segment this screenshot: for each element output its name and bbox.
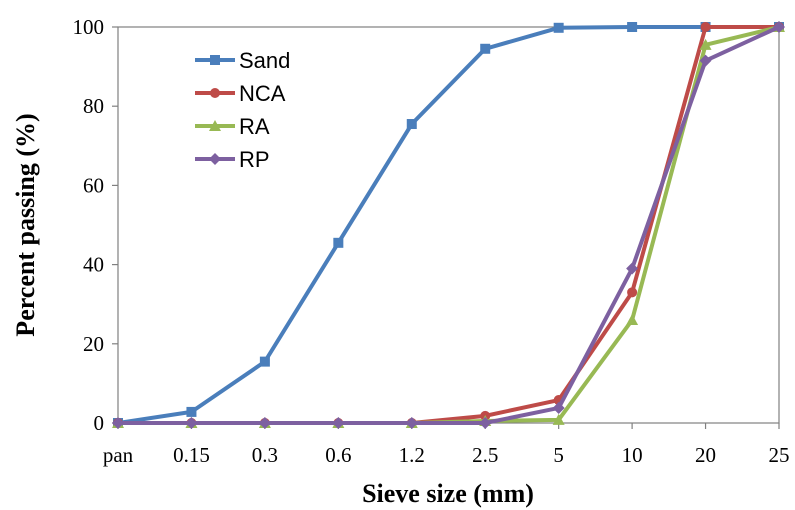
- data-point-ra: [626, 314, 639, 326]
- x-tick-label: 5: [553, 443, 564, 467]
- data-point-rp: [479, 417, 492, 429]
- series-line-rp: [116, 25, 781, 425]
- data-point-rp: [626, 262, 639, 275]
- data-point-nca: [627, 287, 638, 298]
- data-point-sand: [259, 356, 270, 367]
- series-sand: [113, 22, 784, 428]
- x-tick-label: 0.6: [325, 443, 351, 467]
- x-tick-label: 1.2: [399, 443, 425, 467]
- legend-label: NCA: [239, 81, 286, 106]
- data-point-rp: [773, 21, 785, 33]
- data-point-ra: [552, 413, 565, 425]
- legend-item-rp: RP: [195, 147, 270, 172]
- series-ra: [112, 21, 785, 428]
- legend-item-ra: RA: [195, 114, 270, 139]
- legend-marker: [210, 55, 220, 65]
- series-nca: [113, 22, 784, 428]
- data-point-rp: [185, 417, 198, 429]
- x-tick-label: 0.15: [173, 443, 210, 467]
- x-axis-ticks: pan 0.15 0.3 0.6 1.2 2.5 5 10 20 25: [103, 423, 790, 467]
- data-point-sand: [186, 406, 197, 417]
- x-tick-label: 20: [695, 443, 716, 467]
- legend-label: RA: [239, 114, 270, 139]
- legend-marker: [209, 153, 221, 165]
- y-tick-label: 80: [83, 94, 104, 118]
- y-tick-label: 100: [73, 15, 105, 39]
- legend-label: RP: [239, 147, 270, 172]
- legend-marker: [209, 120, 221, 131]
- x-tick-label: 2.5: [472, 443, 498, 467]
- legend-marker: [210, 88, 220, 98]
- y-tick-label: 60: [83, 173, 104, 197]
- legend-item-nca: NCA: [195, 81, 286, 106]
- data-point-sand: [480, 43, 491, 54]
- data-point-rp: [405, 417, 418, 429]
- data-point-rp: [552, 401, 565, 414]
- x-axis-title: Sieve size (mm): [362, 479, 534, 508]
- series-layer: [112, 21, 785, 429]
- series-line-sand: [116, 25, 781, 425]
- x-tick-label: 0.3: [252, 443, 278, 467]
- x-tick-label: 25: [769, 443, 790, 467]
- y-axis-ticks: 0 20 40 60 80 100: [73, 15, 118, 435]
- data-point-rp: [258, 417, 271, 429]
- data-point-sand: [627, 22, 638, 32]
- data-point-rp: [332, 417, 345, 429]
- data-point-sand: [553, 22, 564, 33]
- data-point-nca: [700, 22, 711, 32]
- legend-item-sand: Sand: [195, 48, 290, 73]
- x-tick-label: pan: [103, 443, 134, 467]
- data-point-sand: [406, 119, 417, 130]
- data-point-rp: [699, 54, 712, 67]
- y-axis-title: Percent passing (%): [11, 113, 40, 336]
- data-point-rp: [112, 417, 124, 429]
- legend-label: Sand: [239, 48, 290, 73]
- data-point-ra: [699, 38, 712, 50]
- x-tick-label: 10: [622, 443, 643, 467]
- legend: Sand NCA RA RP: [195, 48, 290, 172]
- y-tick-label: 0: [94, 411, 105, 435]
- y-tick-label: 20: [83, 332, 104, 356]
- series-rp: [112, 21, 785, 429]
- y-tick-label: 40: [83, 253, 104, 277]
- data-point-sand: [333, 237, 344, 248]
